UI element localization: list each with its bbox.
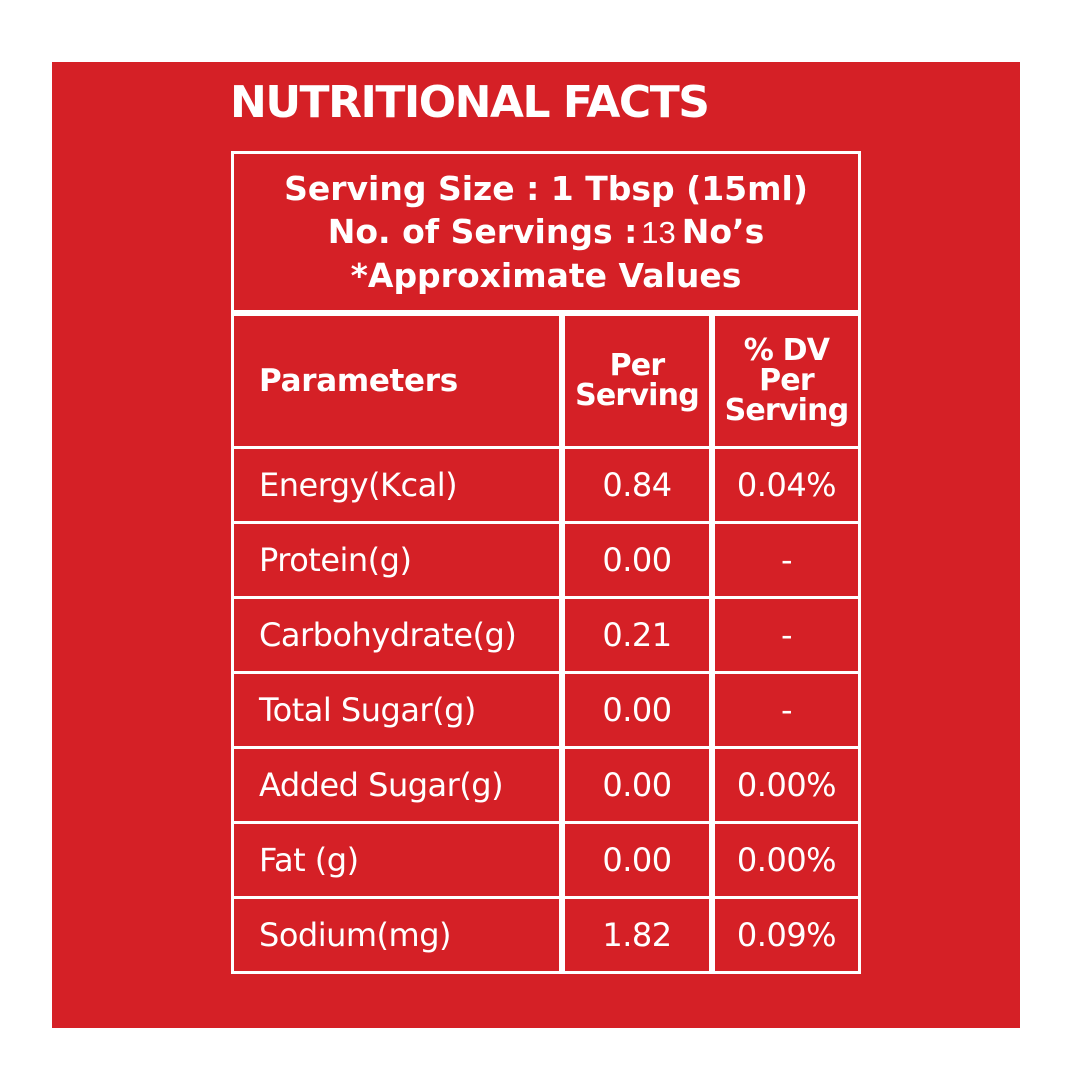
table-header-row: Parameters Per Serving % DV Per Serving: [234, 313, 861, 446]
table-row: Protein(g) 0.00 -: [234, 521, 861, 596]
table-row: Sodium(mg) 1.82 0.09%: [234, 896, 861, 971]
header-dv-line1: % DV: [743, 333, 830, 368]
row-parameter: Protein(g): [234, 521, 562, 596]
header-per-serving: Per Serving: [562, 313, 712, 446]
table-row: Fat (g) 0.00 0.00%: [234, 821, 861, 896]
serving-size-text: Serving Size : 1 Tbsp (15ml): [284, 169, 808, 208]
servings-label: No. of Servings :: [327, 212, 638, 251]
row-parameter: Sodium(mg): [234, 896, 562, 971]
row-dv: 0.04%: [712, 446, 861, 521]
row-parameter: Added Sugar(g): [234, 746, 562, 821]
servings-unit: No’s: [681, 212, 765, 251]
table-row: Total Sugar(g) 0.00 -: [234, 671, 861, 746]
table-row: Energy(Kcal) 0.84 0.04%: [234, 446, 861, 521]
row-dv: 0.00%: [712, 821, 861, 896]
row-parameter: Fat (g): [234, 821, 562, 896]
header-dv-line3: Serving: [724, 393, 850, 428]
servings-count-line: No. of Servings :13 No’s: [328, 210, 764, 254]
row-per-serving: 1.82: [562, 896, 712, 971]
row-per-serving: 0.84: [562, 446, 712, 521]
header-per-serving-line1: Per: [609, 348, 666, 383]
row-dv: -: [712, 521, 861, 596]
header-dv-line2: Per: [759, 363, 815, 398]
table-row: Added Sugar(g) 0.00 0.00%: [234, 746, 861, 821]
row-parameter: Energy(Kcal): [234, 446, 562, 521]
page-title: NUTRITIONAL FACTS: [230, 77, 710, 128]
row-dv: -: [712, 671, 861, 746]
servings-count: 13: [641, 215, 676, 250]
nutrition-table: Parameters Per Serving % DV Per Serving Ene…: [231, 313, 861, 974]
serving-info-box: Serving Size : 1 Tbsp (15ml) No. of Serv…: [231, 151, 861, 313]
header-dv-per-serving: % DV Per Serving: [712, 313, 861, 446]
row-dv: 0.09%: [712, 896, 861, 971]
row-dv: -: [712, 596, 861, 671]
row-parameter: Carbohydrate(g): [234, 596, 562, 671]
row-parameter: Total Sugar(g): [234, 671, 562, 746]
row-per-serving: 0.00: [562, 671, 712, 746]
header-per-serving-line2: Serving: [575, 378, 700, 413]
header-parameters: Parameters: [234, 313, 562, 446]
row-dv: 0.00%: [712, 746, 861, 821]
row-per-serving: 0.00: [562, 821, 712, 896]
row-per-serving: 0.00: [562, 746, 712, 821]
row-per-serving: 0.00: [562, 521, 712, 596]
approximate-note: *Approximate Values: [350, 256, 742, 295]
table-row: Carbohydrate(g) 0.21 -: [234, 596, 861, 671]
row-per-serving: 0.21: [562, 596, 712, 671]
